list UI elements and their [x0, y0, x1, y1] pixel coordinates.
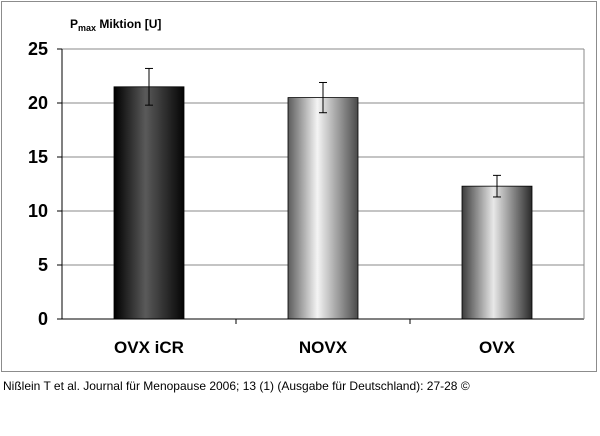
y-tick-label-10: 10: [28, 201, 48, 221]
y-tick-label-0: 0: [38, 309, 48, 329]
x-tick-label-1: NOVX: [299, 338, 348, 357]
citation-caption: Nißlein T et al. Journal für Menopause 2…: [3, 379, 470, 393]
x-tick-label-2: OVX: [479, 338, 516, 357]
y-tick-label-25: 25: [28, 39, 48, 59]
x-axis-labels: OVX iCR NOVX OVX: [114, 338, 516, 357]
bar-ovx: [461, 185, 533, 320]
x-tick-label-0: OVX iCR: [114, 338, 184, 357]
y-tick-label-15: 15: [28, 147, 48, 167]
axes: [61, 49, 585, 324]
y-axis-ticks: 0 5 10 15 20 25: [28, 39, 62, 329]
bar-novx: [287, 97, 359, 320]
chart-title: Pmax Miktion [U]: [70, 17, 161, 33]
bars: [113, 86, 533, 320]
error-bars: [145, 67, 501, 198]
y-tick-label-20: 20: [28, 93, 48, 113]
y-tick-label-5: 5: [38, 255, 48, 275]
bar-ovx-icr: [113, 86, 185, 320]
chart-title-main: P: [70, 17, 78, 31]
chart-title-subscript: max: [78, 23, 96, 33]
chart-title-rest: Miktion [U]: [96, 17, 161, 31]
